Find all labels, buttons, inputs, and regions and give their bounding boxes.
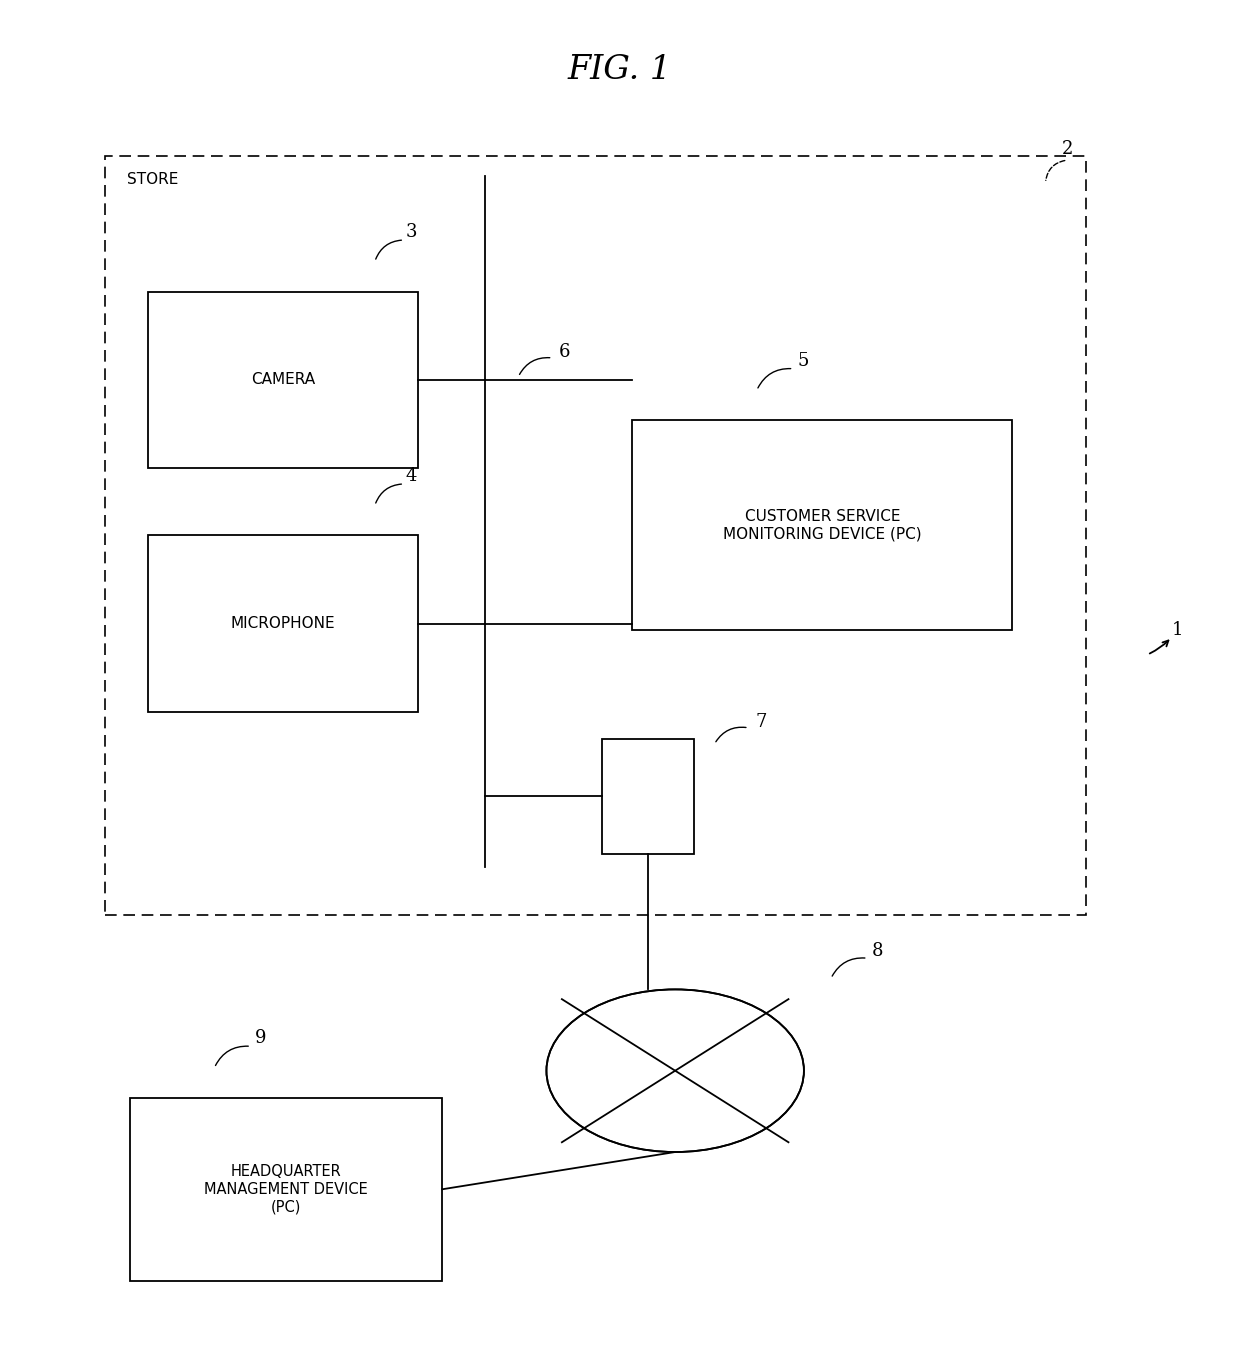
Text: 6: 6 (559, 344, 570, 361)
Text: CAMERA: CAMERA (250, 372, 315, 387)
Text: 4: 4 (405, 467, 417, 485)
Bar (148, 292, 418, 468)
Ellipse shape (547, 990, 804, 1151)
Text: 3: 3 (405, 223, 418, 241)
Bar (632, 420, 1012, 630)
Text: 8: 8 (872, 942, 883, 961)
Text: 1: 1 (1172, 622, 1184, 639)
Text: HEADQUARTER
MANAGEMENT DEVICE
(PC): HEADQUARTER MANAGEMENT DEVICE (PC) (205, 1165, 368, 1214)
Text: 9: 9 (255, 1029, 267, 1047)
Text: 5: 5 (797, 352, 808, 370)
Text: CUSTOMER SERVICE
MONITORING DEVICE (PC): CUSTOMER SERVICE MONITORING DEVICE (PC) (723, 509, 921, 542)
Bar (601, 739, 693, 854)
Text: STORE: STORE (128, 172, 179, 188)
Text: MICROPHONE: MICROPHONE (231, 616, 335, 631)
Text: 2: 2 (1061, 140, 1073, 159)
Text: 7: 7 (755, 713, 766, 731)
Bar (129, 1098, 443, 1281)
Bar (105, 156, 1086, 914)
Text: FIG. 1: FIG. 1 (568, 55, 672, 86)
Bar (148, 535, 418, 712)
